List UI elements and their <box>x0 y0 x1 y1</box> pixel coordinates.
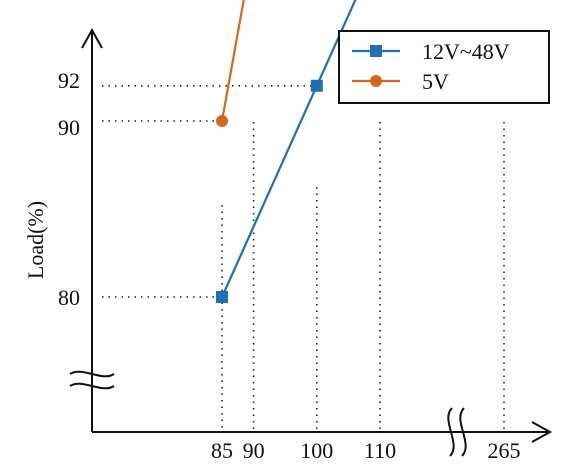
legend-label: 12V~48V <box>422 39 510 64</box>
y-axis-break <box>69 370 115 390</box>
legend: 12V~48V 5V <box>338 30 550 104</box>
data-point-square <box>216 291 228 303</box>
guide-lines <box>102 85 505 430</box>
x-tick-label: 265 <box>488 438 521 463</box>
y-tick-label: 90 <box>58 115 80 140</box>
series-line-1 <box>220 0 245 122</box>
x-tick-label: 90 <box>243 438 265 463</box>
y-tick-labels: 809092100 <box>58 68 80 310</box>
series-layer <box>216 0 357 303</box>
x-axis-break <box>447 407 467 457</box>
series-line-0 <box>220 0 357 298</box>
legend-marker-square <box>370 45 382 57</box>
data-point-square <box>310 79 323 92</box>
x-tick-label: 100 <box>300 438 333 463</box>
x-tick-labels: 85 90 100 110 265 <box>211 438 521 463</box>
y-axis-title: Load(%) <box>23 201 48 279</box>
legend-label: 5V <box>422 69 449 94</box>
x-tick-label: 85 <box>211 438 233 463</box>
y-tick-label: 92 <box>58 68 80 93</box>
y-tick-label: 80 <box>58 285 80 310</box>
legend-marker-circle <box>370 75 382 87</box>
legend-items: 12V~48V 5V <box>352 39 510 94</box>
y-axis-arrow <box>81 27 103 49</box>
data-point-circle <box>216 115 228 127</box>
x-axis-arrow <box>531 421 553 443</box>
x-tick-label: 110 <box>364 438 396 463</box>
axes <box>81 27 553 443</box>
legend-box <box>338 30 550 104</box>
